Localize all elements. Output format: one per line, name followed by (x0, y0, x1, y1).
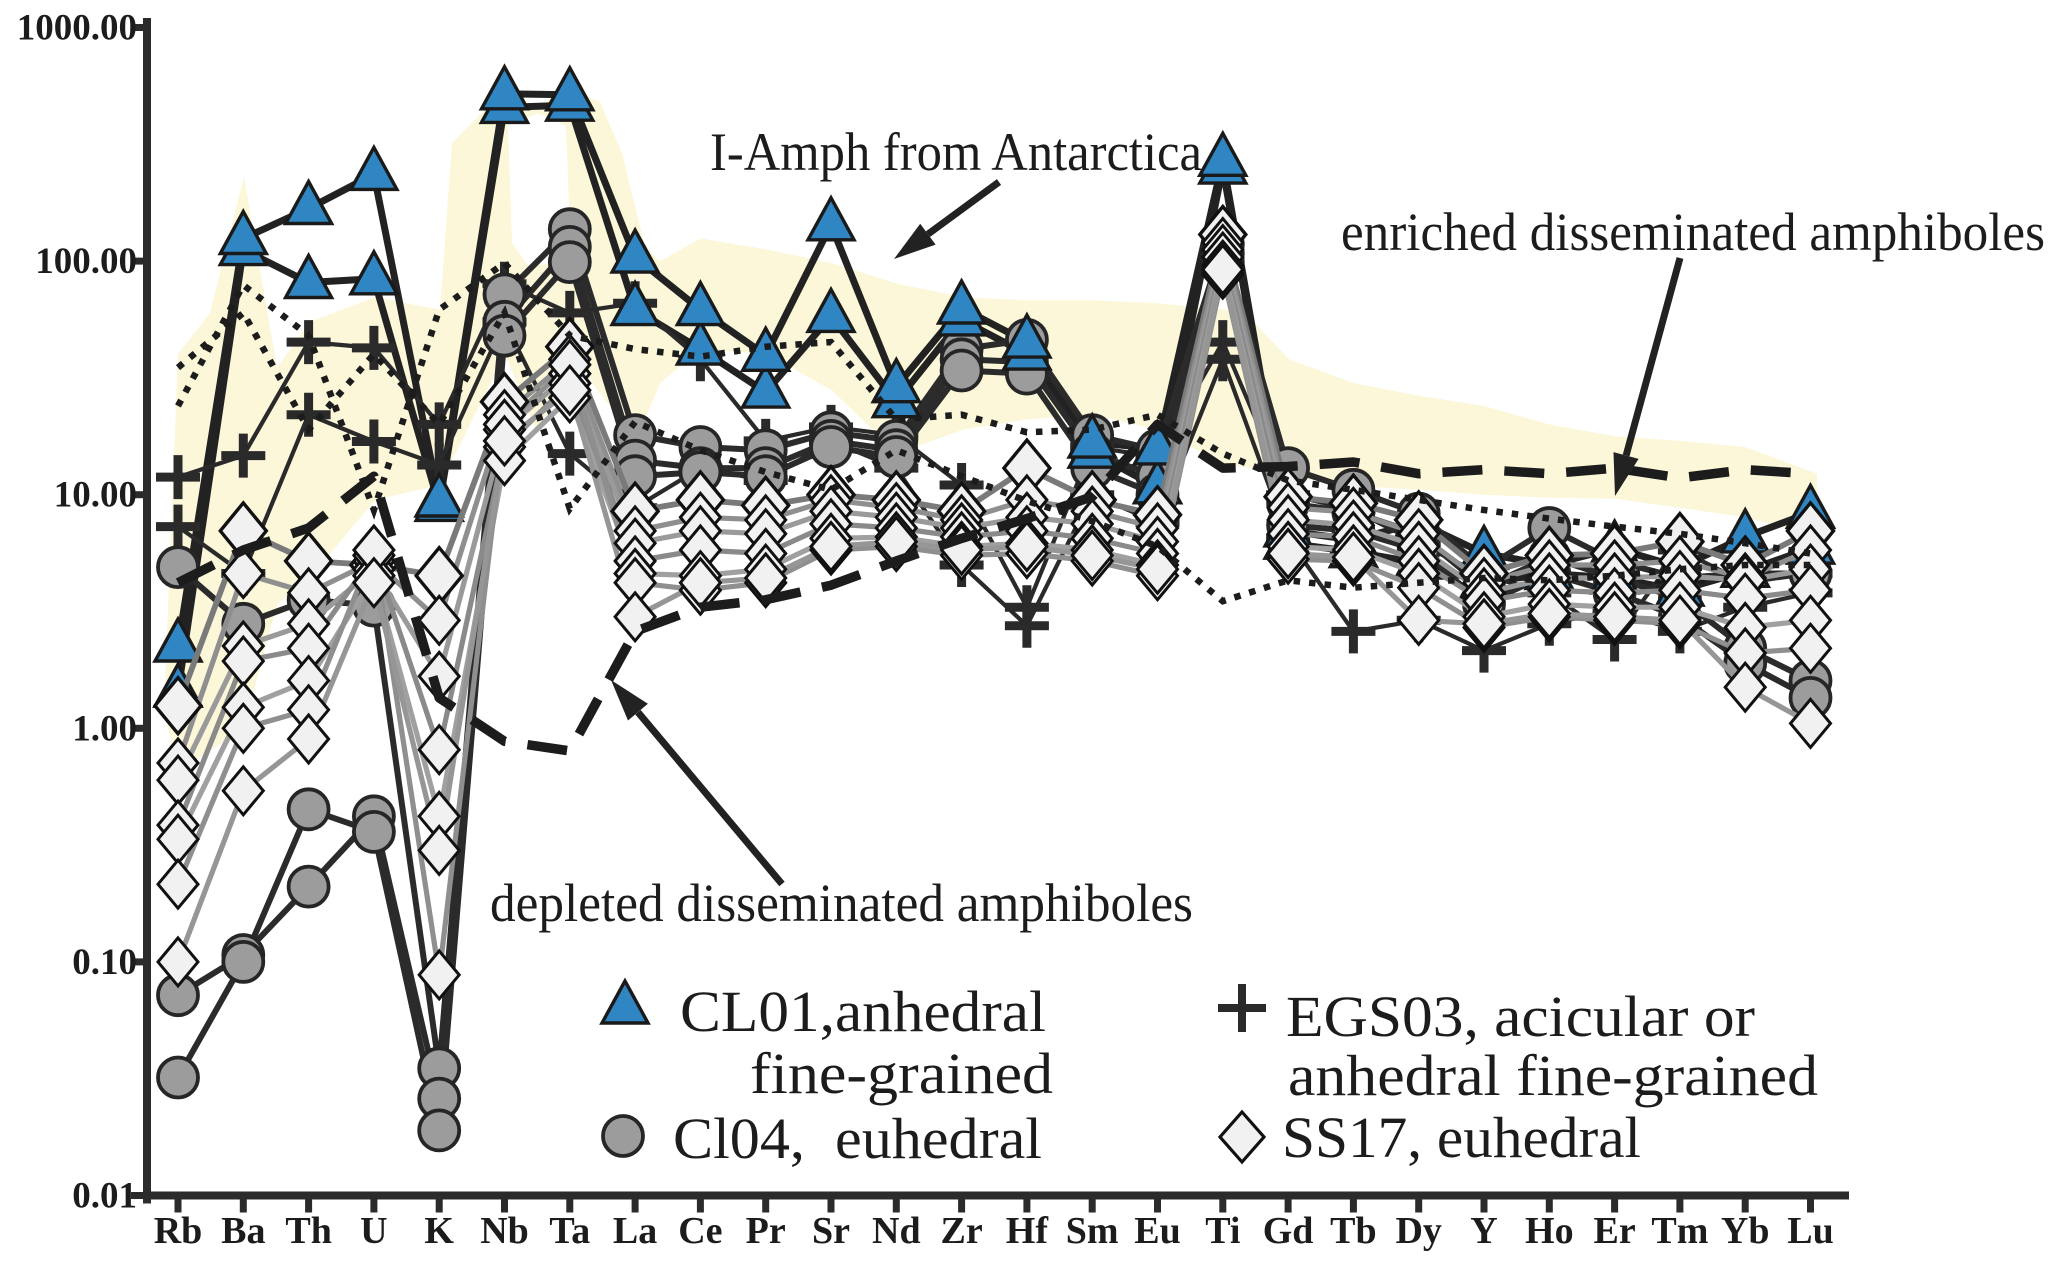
svg-text:EGS03, acicular or: EGS03, acicular or (1286, 984, 1755, 1049)
svg-text:Cl04, euhedral: Cl04, euhedral (673, 1106, 1042, 1171)
svg-text:Tm: Tm (1651, 1210, 1708, 1252)
svg-text:Sr: Sr (812, 1210, 850, 1252)
svg-text:Ti: Ti (1205, 1210, 1240, 1252)
svg-text:10.00: 10.00 (54, 475, 137, 516)
svg-text:Ba: Ba (221, 1210, 265, 1252)
svg-text:Ho: Ho (1525, 1210, 1574, 1252)
svg-text:Ce: Ce (678, 1210, 722, 1252)
svg-text:Lu: Lu (1787, 1210, 1833, 1252)
svg-text:Sm: Sm (1066, 1210, 1119, 1252)
svg-text:Nb: Nb (480, 1210, 529, 1252)
svg-text:K: K (424, 1210, 454, 1252)
svg-text:Ta: Ta (549, 1210, 590, 1252)
svg-text:Th: Th (285, 1210, 331, 1252)
svg-text:Er: Er (1593, 1210, 1635, 1252)
svg-text:Nd: Nd (872, 1210, 921, 1252)
svg-text:enriched disseminated amphibol: enriched disseminated amphiboles (1341, 202, 2045, 262)
svg-text:Dy: Dy (1395, 1210, 1441, 1252)
svg-text:0.10: 0.10 (72, 942, 137, 983)
svg-text:100.00: 100.00 (35, 241, 137, 282)
svg-text:0.01: 0.01 (72, 1176, 137, 1217)
svg-text:I-Amph from Antarctica: I-Amph from Antarctica (710, 122, 1202, 182)
svg-text:fine-grained: fine-grained (750, 1041, 1053, 1106)
svg-text:anhedral fine-grained: anhedral fine-grained (1288, 1043, 1818, 1108)
svg-text:1.00: 1.00 (72, 708, 137, 749)
svg-text:Pr: Pr (746, 1210, 786, 1252)
svg-text:Zr: Zr (940, 1210, 982, 1252)
svg-text:CL01,anhedral: CL01,anhedral (680, 979, 1046, 1044)
svg-text:Gd: Gd (1263, 1210, 1314, 1252)
svg-text:Tb: Tb (1330, 1210, 1376, 1252)
svg-text:Eu: Eu (1134, 1210, 1180, 1252)
svg-text:Y: Y (1470, 1210, 1497, 1252)
svg-text:Rb: Rb (154, 1210, 203, 1252)
svg-text:1000.00: 1000.00 (17, 8, 137, 49)
svg-text:depleted disseminated amphibol: depleted disseminated amphiboles (490, 873, 1193, 933)
svg-text:SS17, euhedral: SS17, euhedral (1282, 1105, 1641, 1170)
svg-text:La: La (613, 1210, 657, 1252)
svg-text:U: U (360, 1210, 387, 1252)
svg-text:Yb: Yb (1721, 1210, 1770, 1252)
svg-text:Hf: Hf (1006, 1210, 1050, 1252)
